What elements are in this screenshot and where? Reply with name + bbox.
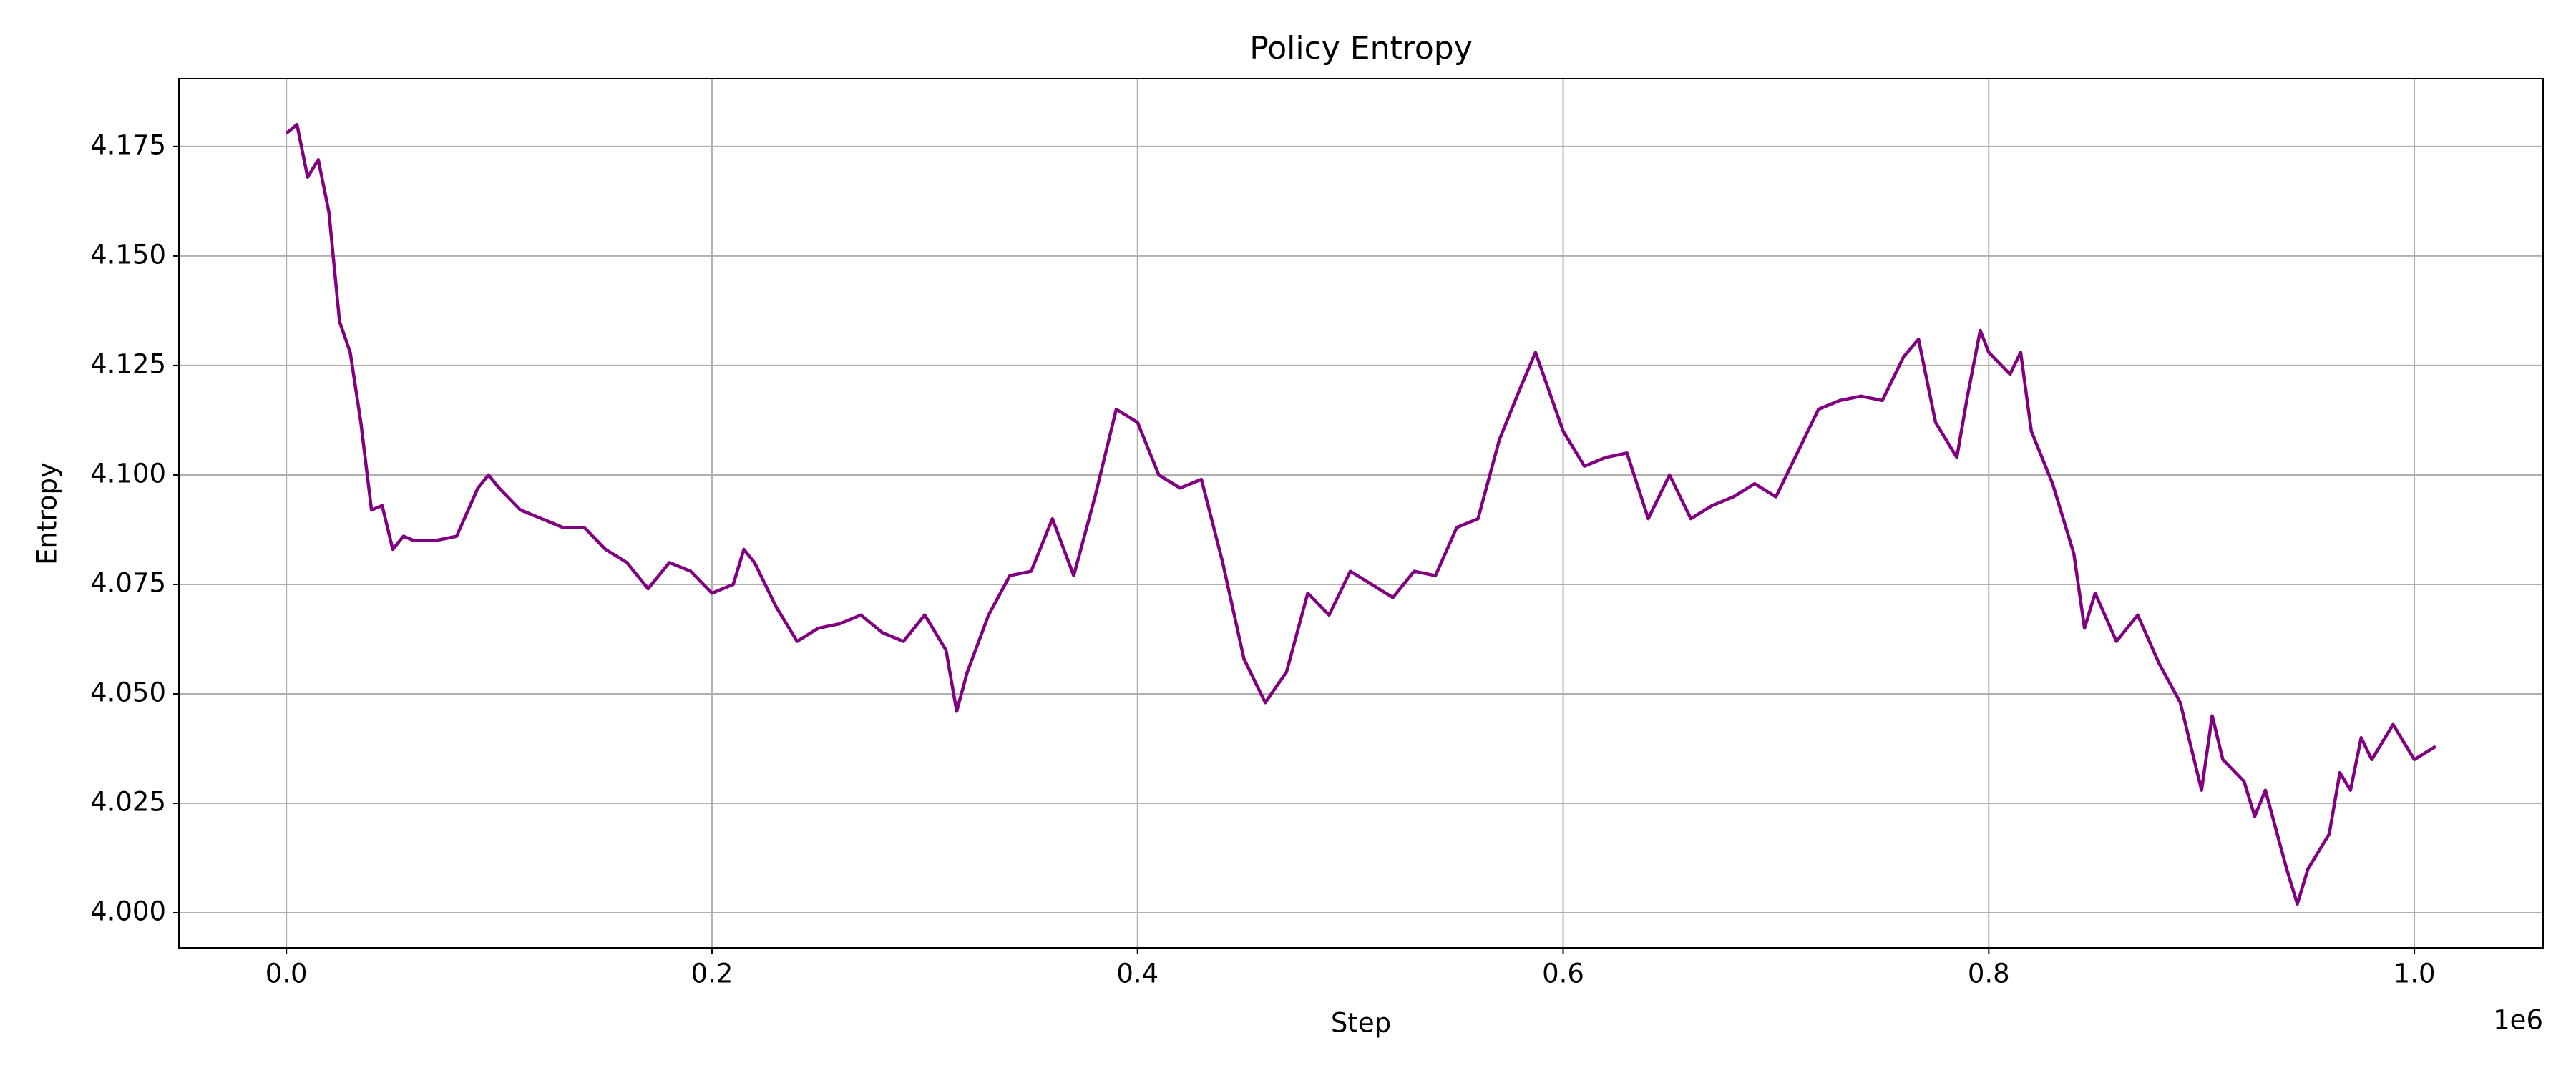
x-tick-label: 0.8 (1968, 959, 2010, 989)
plot-frame (178, 78, 2544, 949)
x-axis-label: Step (1331, 1008, 1391, 1039)
y-tick-label: 4.150 (90, 239, 166, 270)
y-tick-label: 4.025 (90, 787, 166, 818)
y-axis-label: Entropy (32, 462, 63, 565)
x-tick-label: 0.2 (691, 959, 733, 989)
x-tick-label: 0.4 (1116, 959, 1158, 989)
y-tick-label: 4.100 (90, 458, 166, 489)
y-tick-label: 4.050 (90, 677, 166, 707)
x-tick-label: 0.6 (1542, 959, 1584, 989)
y-tick-label: 4.125 (90, 348, 166, 379)
x-tick-label: 1.0 (2394, 959, 2436, 989)
y-tick-label: 4.075 (90, 567, 166, 598)
x-offset-label: 1e6 (2493, 1005, 2543, 1036)
x-tick-label: 0.0 (265, 959, 308, 989)
y-tick-label: 4.175 (90, 129, 166, 160)
data-line (285, 123, 2437, 906)
y-tick-label: 4.000 (90, 896, 166, 927)
chart-title: Policy Entropy (1249, 30, 1473, 67)
